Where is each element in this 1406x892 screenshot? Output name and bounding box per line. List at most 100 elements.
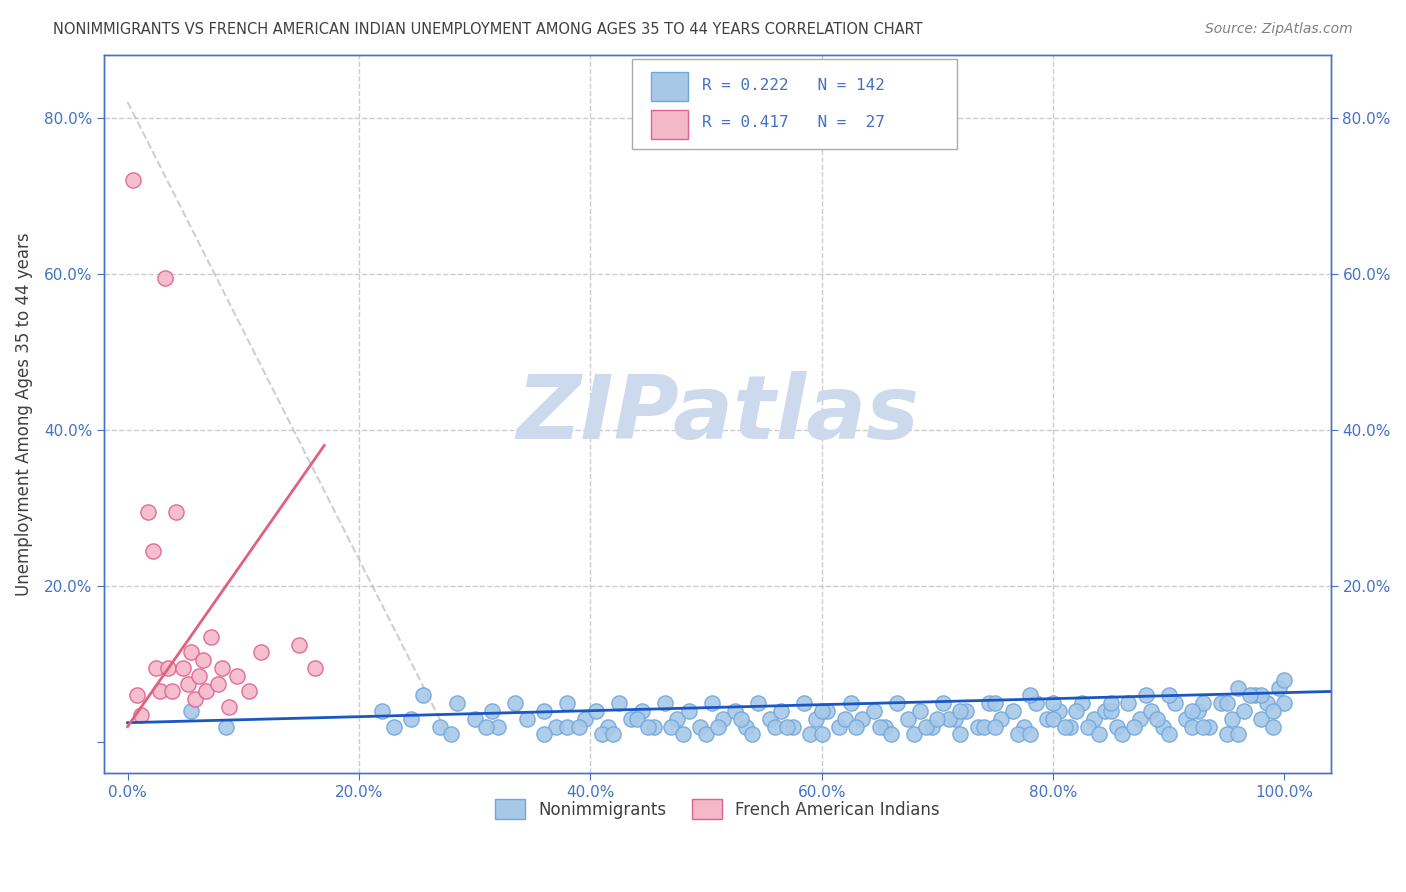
Point <box>145 661 167 675</box>
Point <box>1099 704 1122 718</box>
Point <box>1083 712 1105 726</box>
Point <box>927 712 949 726</box>
Point <box>1123 720 1146 734</box>
Point <box>700 696 723 710</box>
Point <box>1163 696 1185 710</box>
Point <box>429 720 451 734</box>
Point <box>1157 727 1180 741</box>
Point <box>1250 712 1272 726</box>
Point <box>1099 696 1122 710</box>
Point <box>1135 689 1157 703</box>
Point <box>440 727 463 741</box>
Point <box>191 653 214 667</box>
Point <box>1181 704 1204 718</box>
Point <box>533 727 555 741</box>
Point <box>371 704 394 718</box>
Point <box>211 661 233 675</box>
Point <box>1261 720 1284 734</box>
Point <box>908 704 931 718</box>
Point <box>207 676 229 690</box>
Point <box>1181 720 1204 734</box>
FancyBboxPatch shape <box>651 111 688 139</box>
Point <box>839 696 862 710</box>
Point <box>730 712 752 726</box>
Point <box>503 696 526 710</box>
Point <box>1064 704 1087 718</box>
Point <box>793 696 815 710</box>
Point <box>758 712 780 726</box>
Point <box>1001 704 1024 718</box>
Point <box>862 704 884 718</box>
Point <box>1140 704 1163 718</box>
Point <box>1239 689 1261 703</box>
Point <box>200 630 222 644</box>
Point <box>880 727 903 741</box>
Point <box>724 704 747 718</box>
Point <box>475 720 498 734</box>
Point <box>1152 720 1174 734</box>
Legend: Nonimmigrants, French American Indians: Nonimmigrants, French American Indians <box>489 792 946 826</box>
Point <box>177 676 200 690</box>
Point <box>149 684 172 698</box>
Point <box>782 720 804 734</box>
Point <box>1042 712 1064 726</box>
Point <box>666 712 689 726</box>
Point <box>602 727 624 741</box>
Point <box>1261 704 1284 718</box>
Point <box>1129 712 1152 726</box>
Point <box>1105 720 1128 734</box>
Point <box>620 712 643 726</box>
Point <box>1175 712 1198 726</box>
Point <box>555 696 578 710</box>
Point <box>131 707 153 722</box>
Point <box>607 696 630 710</box>
Point <box>776 720 799 734</box>
Point <box>631 704 654 718</box>
Point <box>1111 727 1133 741</box>
Point <box>1274 696 1296 710</box>
Point <box>226 669 249 683</box>
Point <box>172 661 194 675</box>
Point <box>153 270 176 285</box>
Text: R = 0.417   N =  27: R = 0.417 N = 27 <box>702 115 884 130</box>
Point <box>382 720 405 734</box>
Point <box>399 712 422 726</box>
Point <box>215 720 238 734</box>
Point <box>1157 689 1180 703</box>
Point <box>596 720 619 734</box>
Point <box>218 700 240 714</box>
Point <box>886 696 908 710</box>
Point <box>1227 681 1250 695</box>
Point <box>1198 720 1220 734</box>
Point <box>180 645 202 659</box>
Point <box>1192 696 1215 710</box>
Point <box>249 645 271 659</box>
Point <box>287 638 309 652</box>
Point <box>446 696 468 710</box>
Text: ZIPatlas: ZIPatlas <box>516 371 920 458</box>
Point <box>1116 696 1139 710</box>
Point <box>799 727 821 741</box>
Point <box>122 173 145 187</box>
Point <box>695 727 717 741</box>
Point <box>180 704 202 718</box>
Point <box>1227 727 1250 741</box>
Point <box>1192 720 1215 734</box>
Point <box>897 712 920 726</box>
Point <box>955 704 977 718</box>
Point <box>1209 696 1232 710</box>
Point <box>828 720 851 734</box>
Point <box>643 720 665 734</box>
Point <box>1250 689 1272 703</box>
Point <box>659 720 682 734</box>
Point <box>770 704 793 718</box>
Point <box>678 704 700 718</box>
Point <box>1187 704 1209 718</box>
Point <box>1222 712 1244 726</box>
Point <box>165 505 187 519</box>
Point <box>1059 720 1081 734</box>
Point <box>845 720 868 734</box>
Point <box>160 684 183 698</box>
Point <box>914 720 936 734</box>
Point <box>1071 696 1094 710</box>
